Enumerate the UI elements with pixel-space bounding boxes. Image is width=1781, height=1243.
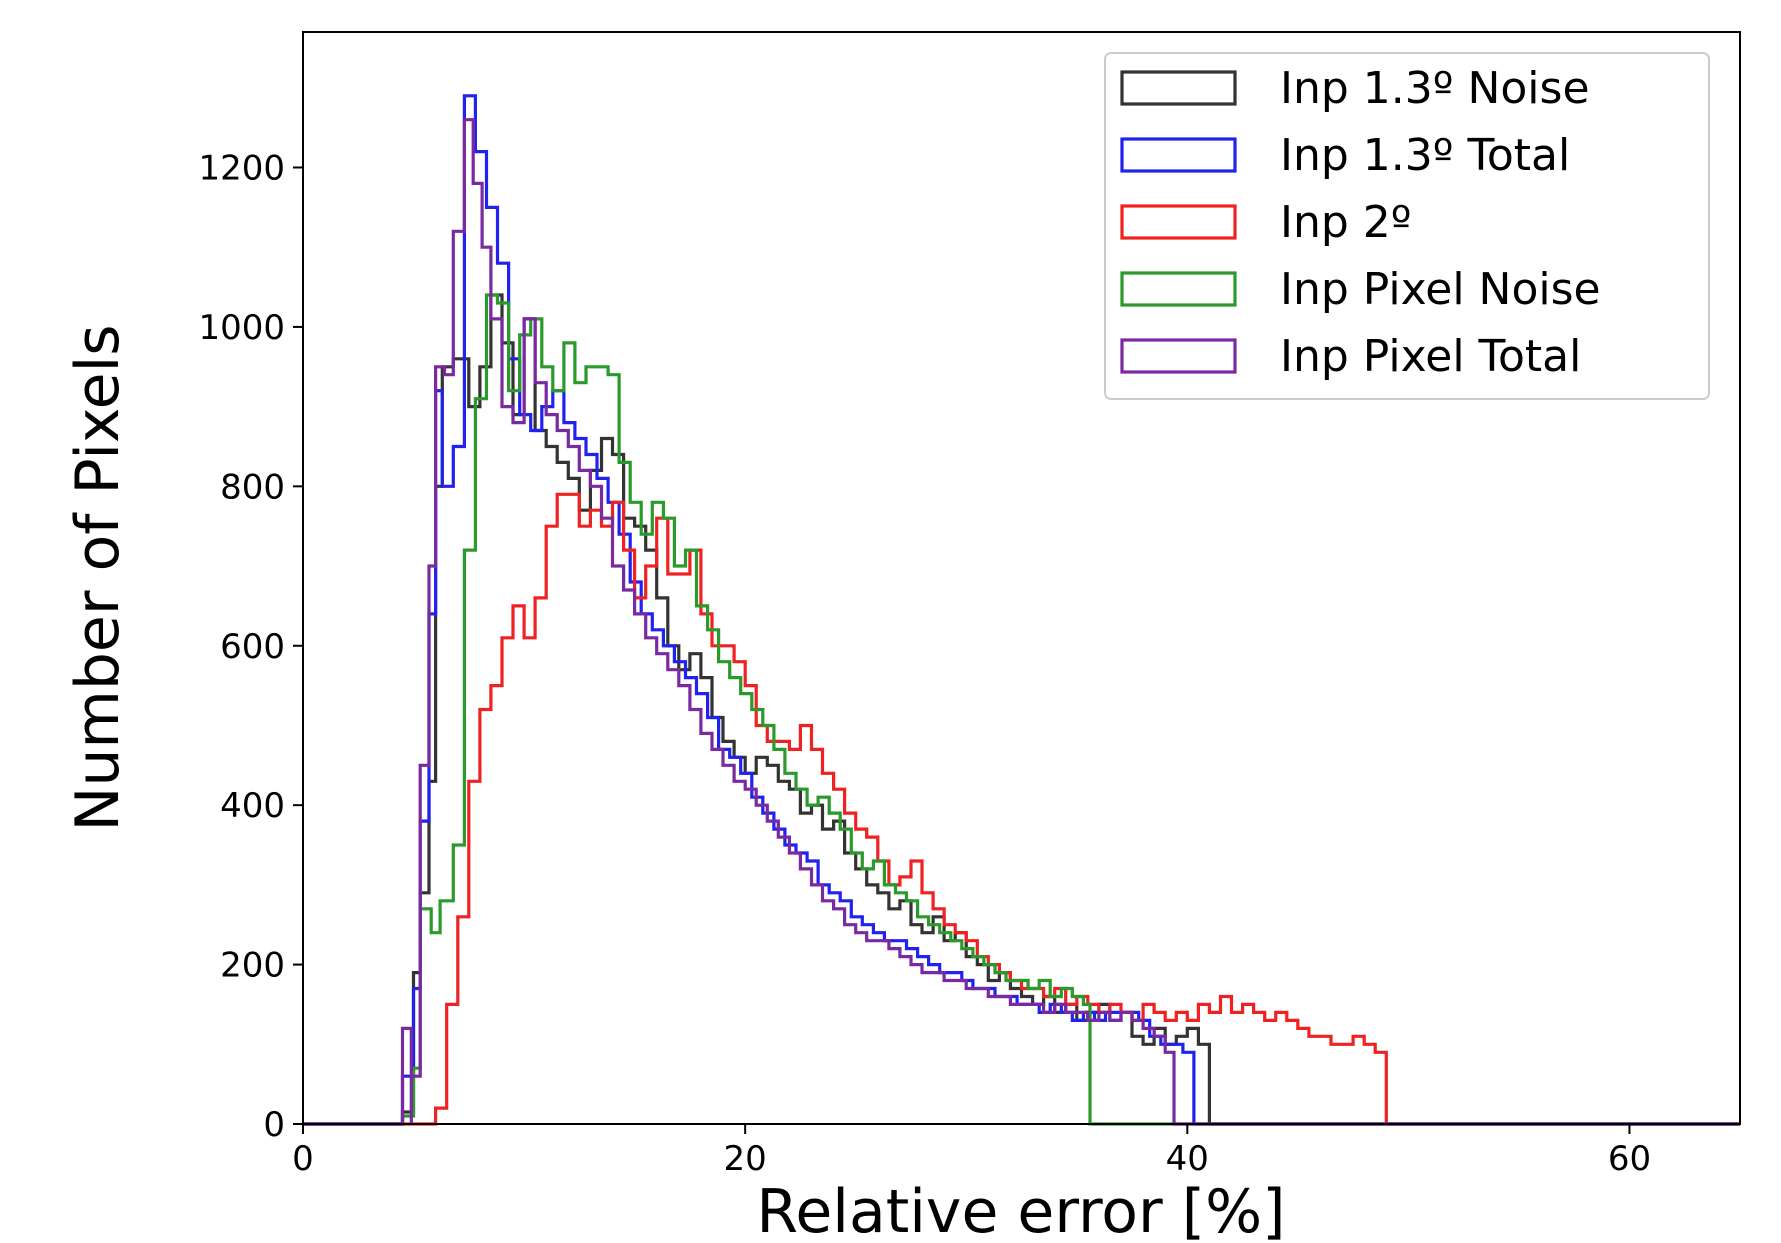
- y-tick-label: 1000: [198, 308, 285, 348]
- legend-label: Inp Pixel Total: [1280, 331, 1581, 382]
- y-axis-ticks: 0 200 400 600 800 1000 1200: [198, 149, 303, 1145]
- x-axis-label: Relative error [%]: [756, 1177, 1285, 1243]
- legend-swatch: [1120, 137, 1237, 173]
- legend-swatch: [1120, 70, 1237, 106]
- y-tick-label: 800: [220, 467, 285, 507]
- y-tick-label: 600: [220, 627, 285, 667]
- series-layer: [303, 94, 1740, 1126]
- legend: Inp 1.3º Noise Inp 1.3º Total Inp 2º Inp Pi…: [1104, 52, 1710, 400]
- x-tick-label: 0: [292, 1139, 314, 1179]
- legend-swatch: [1120, 204, 1237, 240]
- x-tick-label: 40: [1166, 1139, 1209, 1179]
- x-tick-label: 60: [1608, 1139, 1651, 1179]
- x-axis-ticks: 0 20 40 60: [292, 1124, 1651, 1179]
- y-tick-label: 200: [220, 946, 285, 986]
- legend-frame: [1104, 52, 1710, 400]
- series-step-line-5: [303, 118, 1740, 1126]
- legend-label: Inp Pixel Noise: [1280, 264, 1601, 315]
- series-step-line-4: [303, 293, 1740, 1126]
- legend-label: Inp 1.3º Noise: [1280, 63, 1590, 114]
- legend-label: Inp 1.3º Total: [1280, 130, 1570, 181]
- y-tick-label: 0: [263, 1105, 285, 1145]
- legend-swatch: [1120, 338, 1237, 374]
- y-tick-label: 1200: [198, 149, 285, 189]
- y-axis-label: Number of Pixels: [63, 324, 133, 831]
- plot-frame: [302, 31, 1741, 1125]
- y-tick-label: 400: [220, 786, 285, 826]
- legend-label: Inp 2º: [1280, 197, 1412, 248]
- series-step-line-3: [303, 492, 1740, 1126]
- legend-swatch: [1120, 271, 1237, 307]
- x-tick-label: 20: [724, 1139, 767, 1179]
